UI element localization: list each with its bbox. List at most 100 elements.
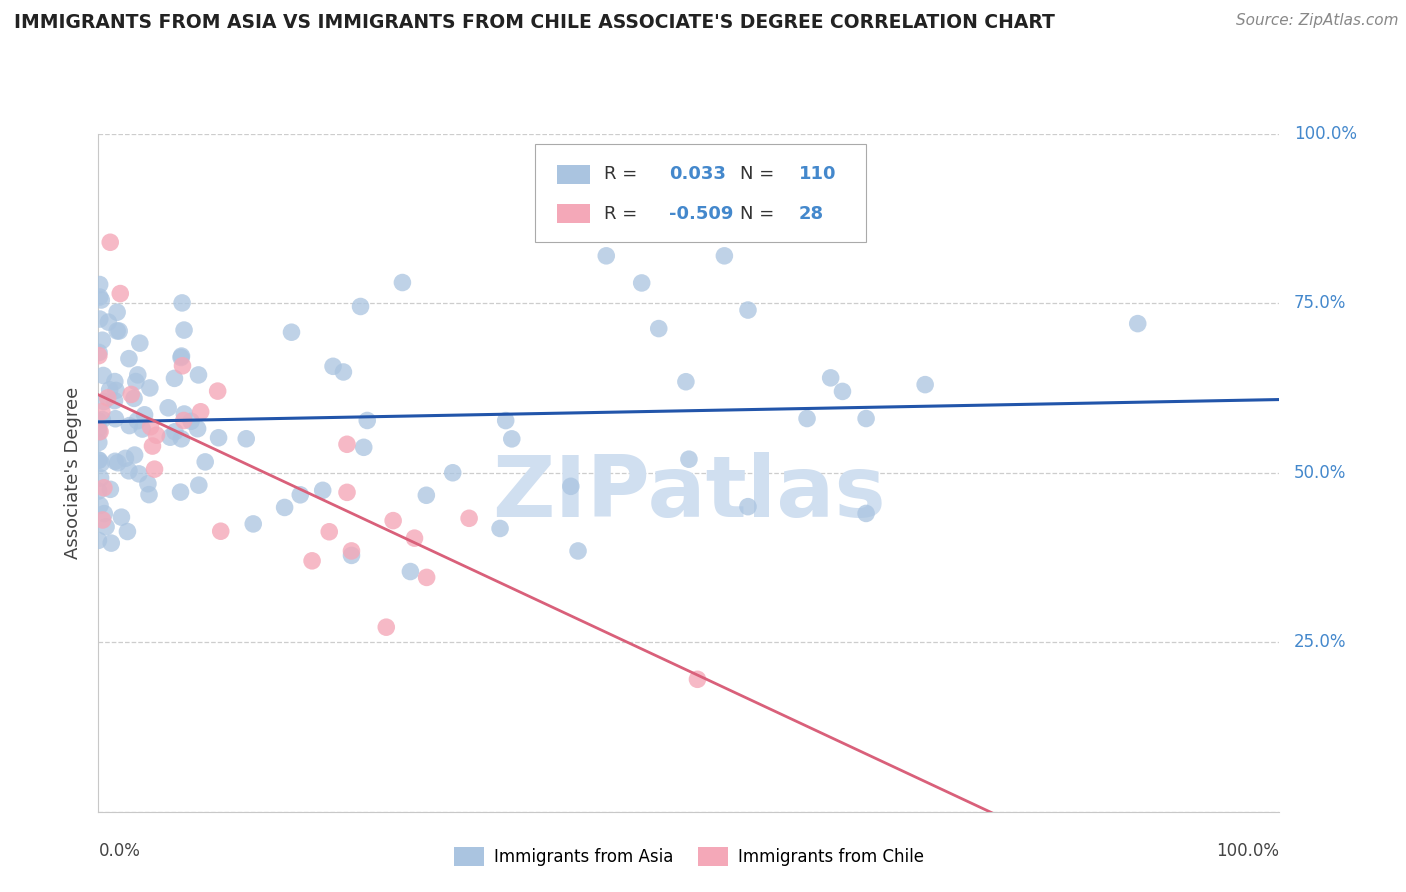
Point (128, 467, 150, 481)
Point (91, 513, 114, 527)
Point (104, 384, 127, 398)
Point (87, 533, 110, 548)
Point (89, 277, 111, 292)
Point (318, 524, 340, 539)
Text: N =: N = (740, 205, 780, 223)
Point (560, 479, 582, 493)
Text: R =: R = (605, 166, 643, 184)
Point (118, 464, 141, 478)
Point (242, 516, 264, 531)
Point (127, 368, 149, 382)
Point (136, 476, 159, 491)
Point (280, 325, 302, 339)
FancyBboxPatch shape (557, 165, 589, 184)
Point (91, 333, 114, 347)
Point (104, 411, 127, 425)
Point (145, 428, 167, 442)
Point (678, 452, 700, 467)
Point (107, 456, 129, 470)
Point (89, 290, 111, 304)
Point (90, 456, 112, 470)
Point (89, 425, 111, 439)
Text: 28: 28 (799, 205, 824, 223)
Text: Source: ZipAtlas.com: Source: ZipAtlas.com (1236, 13, 1399, 29)
Point (138, 488, 160, 502)
Text: -0.509: -0.509 (669, 205, 734, 223)
Point (209, 524, 232, 539)
Point (104, 454, 127, 468)
Point (139, 381, 162, 395)
Text: 50.0%: 50.0% (1294, 464, 1346, 482)
Point (98, 383, 121, 397)
Point (654, 194, 676, 209)
Text: ZIPatlas: ZIPatlas (492, 451, 886, 534)
Point (340, 544, 363, 558)
Point (349, 300, 371, 314)
Point (173, 407, 195, 421)
Point (737, 500, 759, 514)
Text: 110: 110 (799, 166, 837, 184)
Point (98, 235, 121, 250)
Point (235, 432, 257, 446)
Text: 100.0%: 100.0% (1294, 125, 1357, 143)
Point (110, 286, 132, 301)
Point (737, 303, 759, 318)
Legend: Immigrants from Asia, Immigrants from Chile: Immigrants from Asia, Immigrants from Ch… (446, 838, 932, 874)
Point (353, 440, 375, 454)
Point (441, 466, 464, 480)
Text: IMMIGRANTS FROM ASIA VS IMMIGRANTS FROM CHILE ASSOCIATE'S DEGREE CORRELATION CHA: IMMIGRANTS FROM ASIA VS IMMIGRANTS FROM … (14, 13, 1054, 32)
Text: 0.033: 0.033 (669, 166, 725, 184)
Point (103, 393, 125, 408)
Point (796, 411, 818, 425)
Point (336, 437, 359, 451)
Point (87, 349, 110, 363)
Text: 25.0%: 25.0% (1294, 633, 1346, 651)
Point (87, 421, 110, 435)
Point (93, 481, 115, 495)
Point (98, 483, 121, 497)
Text: 0.0%: 0.0% (98, 842, 141, 860)
Point (131, 422, 153, 436)
Point (89, 312, 111, 326)
Point (100, 536, 122, 550)
Point (273, 500, 295, 515)
Point (290, 488, 312, 502)
Point (163, 425, 186, 439)
Point (194, 455, 217, 469)
FancyBboxPatch shape (557, 204, 589, 223)
Point (458, 511, 481, 525)
Point (143, 462, 166, 476)
Point (110, 510, 132, 524)
Point (187, 368, 209, 382)
Point (173, 323, 195, 337)
Point (686, 673, 709, 687)
Point (567, 544, 589, 558)
Point (89, 499, 111, 513)
Point (312, 483, 335, 498)
Point (90, 471, 112, 485)
Text: R =: R = (605, 205, 643, 223)
Point (118, 351, 141, 366)
Point (382, 514, 405, 528)
Point (87, 453, 110, 467)
Point (87, 414, 110, 428)
Point (105, 324, 128, 338)
Point (172, 359, 194, 373)
Point (122, 392, 145, 406)
Point (399, 565, 422, 579)
Point (104, 375, 127, 389)
Point (108, 324, 131, 338)
Point (595, 249, 617, 263)
Text: 75.0%: 75.0% (1294, 294, 1346, 312)
Point (375, 620, 398, 634)
Point (855, 507, 877, 521)
Point (91, 412, 114, 426)
Point (855, 411, 877, 425)
Point (97, 391, 120, 405)
Point (1126, 317, 1149, 331)
Point (159, 430, 181, 444)
Point (125, 375, 148, 389)
Point (170, 432, 193, 446)
Point (356, 413, 378, 427)
Point (141, 439, 163, 453)
